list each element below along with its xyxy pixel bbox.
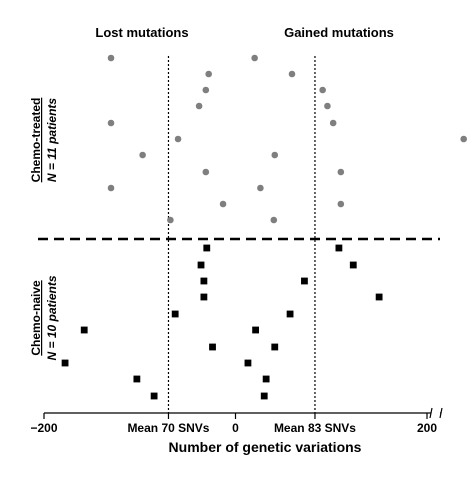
naive-lost-point — [203, 244, 211, 252]
naive-lost-point — [171, 310, 179, 318]
treated-gained-point — [270, 216, 278, 224]
treated-lost-point — [202, 86, 210, 94]
naive-lost-point — [150, 392, 158, 400]
naive-lost-point — [61, 359, 69, 367]
naive-gained-point — [252, 326, 260, 334]
treated-gained-point — [288, 70, 296, 78]
treated-lost-point — [107, 119, 115, 127]
group-name-naive: Chemo-naive — [29, 280, 43, 356]
x-axis-ticks: −200 Mean 70 SNVs 0 Mean 83 SNVs 200 — [30, 413, 437, 435]
x-tick-label: −200 — [30, 421, 57, 435]
naive-lost-point — [80, 326, 88, 334]
header-lost-mutations: Lost mutations — [95, 25, 188, 40]
treated-gained-point — [460, 135, 467, 143]
x-axis: −200 Mean 70 SNVs 0 Mean 83 SNVs 200 — [30, 407, 443, 435]
group-label-treated: Chemo-treated N = 11 patients — [29, 98, 59, 183]
treated-lost-point — [167, 216, 174, 224]
group-label-naive: Chemo-naive N = 10 patients — [29, 275, 59, 360]
treated-gained-point — [329, 119, 337, 127]
x-axis-break-marks — [429, 407, 443, 419]
x-axis-label: Number of genetic variations — [169, 439, 362, 455]
treated-lost-point — [107, 54, 115, 62]
naive-gained-point — [244, 359, 252, 367]
naive-gained-point — [375, 293, 383, 301]
x-tick-label: Mean 83 SNVs — [274, 421, 356, 435]
mean-lines — [167, 56, 316, 413]
group-count-treated: N = 11 patients — [45, 98, 59, 182]
treated-lost-point — [202, 168, 210, 176]
naive-lost-point — [200, 277, 208, 285]
naive-gained-point — [271, 343, 279, 351]
treated-lost-point — [107, 184, 115, 192]
naive-gained-point — [262, 375, 270, 383]
treated-lost-point — [195, 102, 203, 110]
treated-lost-point — [205, 70, 212, 78]
naive-gained-point — [335, 244, 343, 252]
naive-lost-point — [209, 343, 216, 351]
naive-lost-point — [197, 261, 205, 269]
group-name-treated: Chemo-treated — [29, 98, 43, 183]
group-count-naive: N = 10 patients — [45, 275, 59, 360]
treated-gained-point — [257, 184, 264, 192]
naive-gained-point — [286, 310, 294, 318]
x-tick-label: 200 — [417, 421, 437, 435]
treated-gained-point — [319, 86, 326, 94]
treated-gained-point — [337, 200, 345, 208]
treated-gained-point — [324, 102, 331, 110]
treated-lost-point — [174, 135, 182, 143]
header-gained-mutations: Gained mutations — [284, 25, 394, 40]
naive-lost-point — [200, 293, 208, 301]
treated-lost-point — [219, 200, 227, 208]
naive-gained-point — [349, 261, 357, 269]
x-tick-label: Mean 70 SNVs — [127, 421, 209, 435]
treated-gained-point — [251, 54, 258, 62]
treated-gained-point — [337, 168, 345, 176]
treated-gained-point — [271, 151, 279, 159]
treated-lost-point — [139, 151, 146, 159]
axis-break-mark — [429, 407, 433, 419]
axis-break-mark — [439, 407, 443, 419]
naive-gained-point — [260, 392, 268, 400]
naive-gained-point — [301, 277, 308, 285]
naive-lost-point — [133, 375, 141, 383]
x-tick-label: 0 — [232, 421, 239, 435]
data-points — [61, 54, 467, 400]
